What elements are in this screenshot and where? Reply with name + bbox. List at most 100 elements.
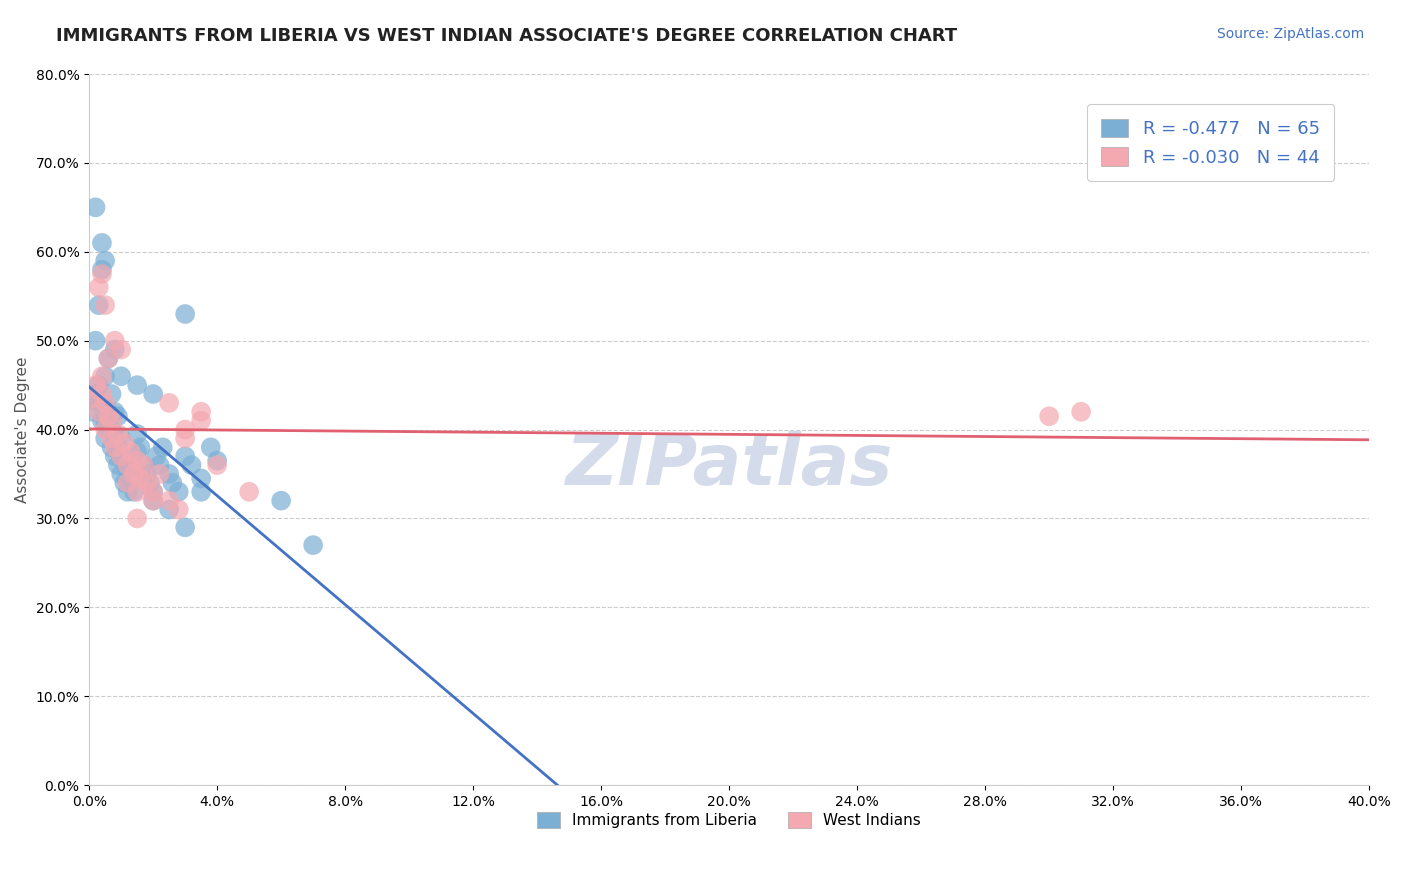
Point (91, 369, 114, 384)
Point (127, 378, 149, 392)
Point (148, 467, 170, 481)
Point (107, 409, 129, 424)
Point (94, 432, 117, 446)
Point (104, 405, 127, 419)
Point (238, 484, 260, 499)
Point (112, 475, 135, 490)
Point (87, 298, 110, 312)
Point (190, 414, 212, 428)
Point (180, 458, 202, 472)
Point (122, 484, 145, 499)
Y-axis label: Associate's Degree: Associate's Degree (15, 356, 30, 503)
Point (117, 484, 139, 499)
Point (110, 467, 132, 481)
Point (162, 475, 184, 490)
Point (157, 396, 180, 410)
Point (104, 334, 127, 348)
Point (152, 440, 174, 454)
Point (110, 369, 132, 384)
Point (132, 458, 155, 472)
Point (174, 520, 197, 534)
Point (91, 235, 114, 250)
Point (200, 440, 222, 454)
Point (91, 262, 114, 277)
Point (157, 502, 180, 516)
Point (110, 449, 132, 463)
Point (190, 471, 212, 485)
Point (91, 414, 114, 428)
Point (157, 467, 180, 481)
Point (107, 440, 129, 454)
Point (132, 458, 155, 472)
Point (97, 409, 120, 424)
Point (104, 440, 127, 454)
Point (127, 453, 149, 467)
Point (270, 493, 292, 508)
Point (117, 462, 139, 476)
Point (1038, 409, 1060, 424)
Point (142, 493, 165, 508)
Point (84, 334, 107, 348)
Point (167, 484, 190, 499)
Point (174, 432, 197, 446)
Point (117, 475, 139, 490)
Point (302, 538, 325, 552)
Point (122, 467, 145, 481)
Point (94, 298, 117, 312)
Point (104, 343, 127, 357)
Point (84, 378, 107, 392)
Point (139, 475, 162, 490)
Point (87, 280, 110, 294)
Point (97, 351, 120, 366)
Legend: Immigrants from Liberia, West Indians: Immigrants from Liberia, West Indians (531, 806, 927, 834)
Point (91, 396, 114, 410)
Point (174, 449, 197, 463)
Point (129, 471, 152, 485)
Point (94, 253, 117, 268)
Point (129, 440, 152, 454)
Point (104, 427, 127, 442)
Point (94, 396, 117, 410)
Point (100, 387, 122, 401)
Text: ZIPatlas: ZIPatlas (565, 431, 893, 500)
Point (110, 432, 132, 446)
Point (142, 387, 165, 401)
Point (97, 351, 120, 366)
Point (97, 423, 120, 437)
Point (94, 369, 117, 384)
Point (190, 405, 212, 419)
Point (82, 405, 104, 419)
Point (87, 396, 110, 410)
Point (91, 267, 114, 281)
Point (100, 432, 122, 446)
Point (174, 423, 197, 437)
Point (107, 427, 129, 442)
Point (135, 475, 157, 490)
Point (110, 343, 132, 357)
Point (84, 387, 107, 401)
Point (104, 449, 127, 463)
Point (127, 484, 149, 499)
Point (142, 484, 165, 499)
Text: IMMIGRANTS FROM LIBERIA VS WEST INDIAN ASSOCIATE'S DEGREE CORRELATION CHART: IMMIGRANTS FROM LIBERIA VS WEST INDIAN A… (56, 27, 957, 45)
Point (87, 378, 110, 392)
Point (127, 511, 149, 525)
Point (148, 458, 170, 472)
Point (145, 449, 167, 463)
Point (112, 453, 135, 467)
Point (190, 484, 212, 499)
Point (84, 200, 107, 214)
Point (97, 405, 120, 419)
Point (87, 405, 110, 419)
Point (107, 458, 129, 472)
Point (157, 493, 180, 508)
Point (100, 414, 122, 428)
Point (142, 484, 165, 499)
Point (100, 423, 122, 437)
Point (205, 453, 228, 467)
Text: Source: ZipAtlas.com: Source: ZipAtlas.com (1216, 27, 1364, 41)
Point (167, 502, 190, 516)
Point (174, 307, 197, 321)
Point (91, 387, 114, 401)
Point (1070, 405, 1092, 419)
